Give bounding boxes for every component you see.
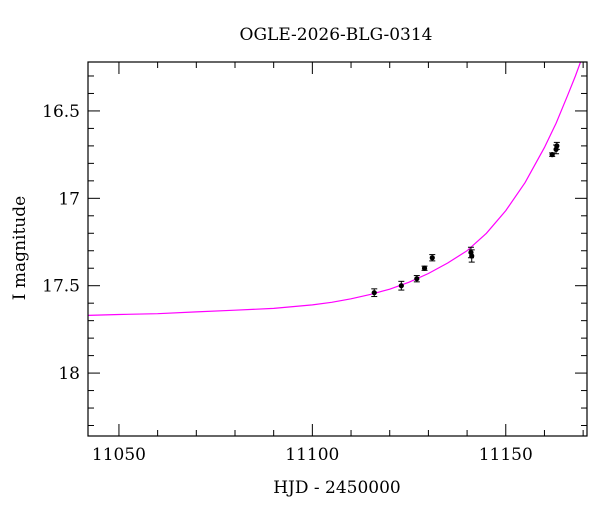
model-curve bbox=[88, 62, 582, 316]
x-axis-label: HJD - 2450000 bbox=[273, 478, 401, 498]
data-series bbox=[88, 62, 582, 316]
y-tick-label: 17 bbox=[58, 189, 80, 209]
plot-area: 11050 11100 11150 16.5 17 17.5 18 bbox=[42, 61, 588, 465]
data-point bbox=[549, 152, 555, 158]
data-point bbox=[429, 255, 435, 261]
y-axis-label: I magnitude bbox=[10, 196, 30, 300]
data-point bbox=[421, 265, 428, 271]
data-point bbox=[469, 253, 475, 259]
axis-ticks bbox=[88, 62, 587, 436]
tick-labels: 11050 11100 11150 16.5 17 17.5 18 bbox=[42, 102, 533, 465]
data-point bbox=[414, 276, 420, 282]
data-point bbox=[398, 283, 404, 289]
y-tick-label: 18 bbox=[58, 364, 80, 384]
data-point bbox=[371, 290, 377, 296]
y-tick-label: 16.5 bbox=[42, 102, 80, 122]
x-tick-label: 11050 bbox=[92, 445, 146, 465]
x-tick-label: 11100 bbox=[285, 445, 339, 465]
y-tick-label: 17.5 bbox=[42, 277, 80, 297]
plot-frame bbox=[87, 61, 588, 437]
data-point bbox=[554, 143, 560, 149]
chart-title: OGLE-2026-BLG-0314 bbox=[240, 25, 433, 45]
x-tick-label: 11150 bbox=[479, 445, 533, 465]
